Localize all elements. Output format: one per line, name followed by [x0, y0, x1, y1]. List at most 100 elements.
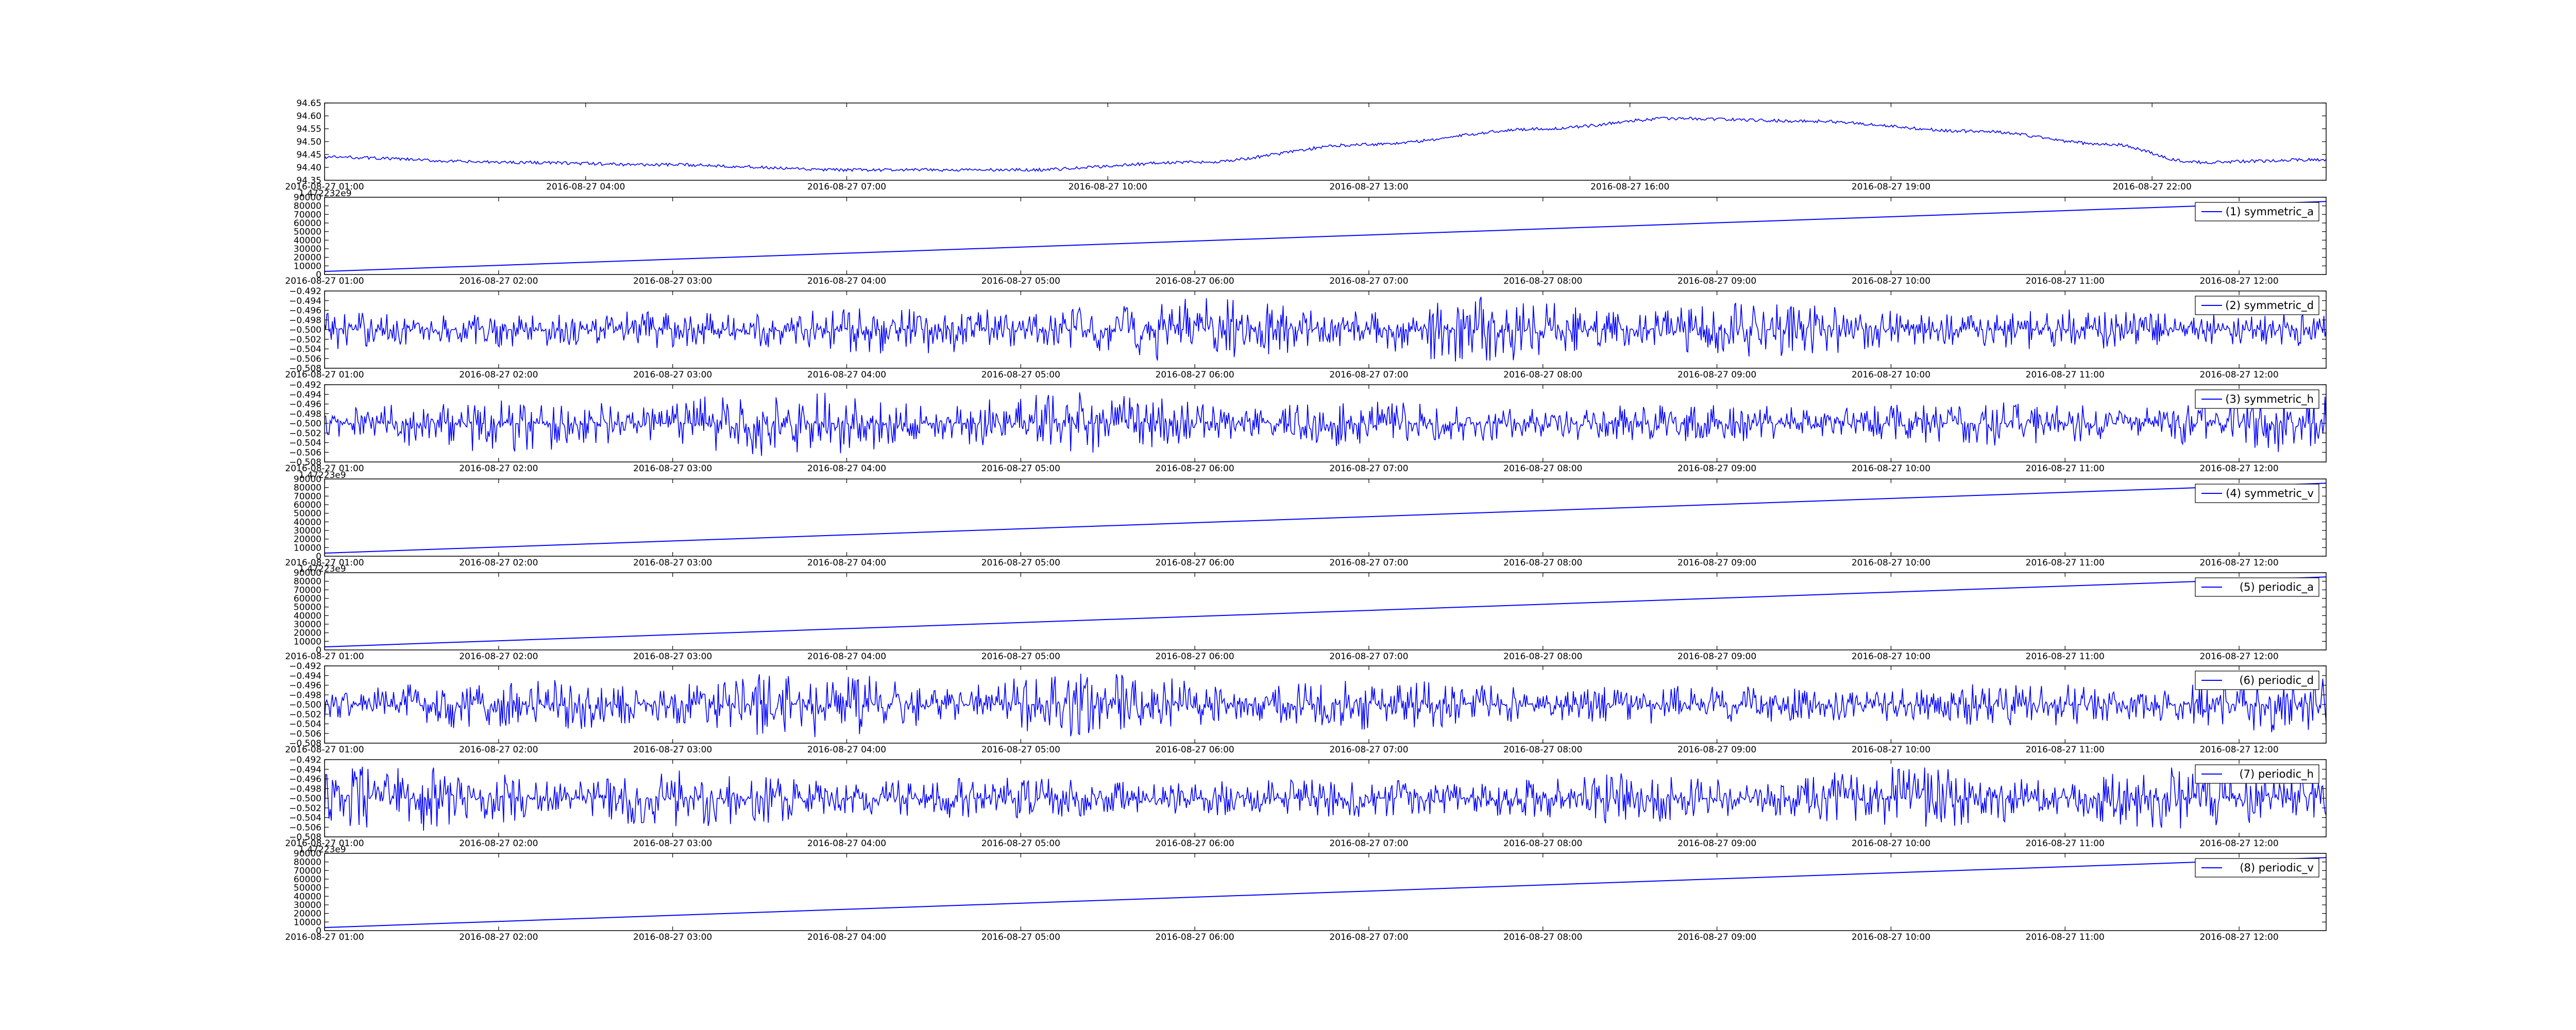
y-tick-label: −0.494	[289, 390, 321, 400]
axes-frame	[324, 197, 2327, 275]
y-tick-label: 80000	[294, 201, 321, 212]
subplot-2: 0100002000030000400005000060000700008000…	[285, 188, 2327, 286]
x-tick-label: 2016-08-27 11:00	[2026, 464, 2105, 474]
axes-frame	[324, 384, 2327, 462]
y-tick-label: −0.498	[289, 315, 321, 325]
x-tick-label: 2016-08-27 01:00	[285, 932, 364, 942]
x-tick-label: 2016-08-27 11:00	[2026, 651, 2105, 662]
x-tick-label: 2016-08-27 10:00	[1852, 745, 1930, 755]
x-tick-label: 2016-08-27 02:00	[459, 464, 538, 474]
y-tick-label: 30000	[294, 244, 321, 254]
y-offset-text: 1.47223e9	[299, 564, 346, 574]
x-tick-label: 2016-08-27 12:00	[2199, 464, 2278, 474]
x-tick-label: 2016-08-27 02:00	[459, 932, 538, 942]
x-tick-label: 2016-08-27 04:00	[807, 558, 886, 568]
y-tick-label: −0.504	[289, 719, 321, 730]
y-tick-label: 10000	[294, 261, 321, 271]
subplot-1: 94.35 94.40 94.45 94.50 94.55 94.60 94.65 2016-…	[285, 98, 2327, 192]
x-tick-label: 2016-08-27 03:00	[633, 838, 712, 849]
x-tick-label: 2016-08-27 11:00	[2026, 745, 2105, 755]
x-tick-label: 2016-08-27 09:00	[1677, 276, 1756, 286]
x-tick-label: 2016-08-27 04:00	[807, 651, 886, 662]
x-tick-label: 2016-08-27 13:00	[1329, 182, 1408, 192]
x-tick-label: 2016-08-27 05:00	[981, 276, 1060, 286]
x-tick-label: 2016-08-27 10:00	[1852, 558, 1930, 568]
x-tick-label: 2016-08-27 01:00	[285, 464, 364, 474]
x-tick-label: 2016-08-27 12:00	[2199, 838, 2278, 849]
axes-frame	[324, 478, 2327, 557]
x-tick-label: 2016-08-27 10:00	[1852, 651, 1930, 662]
x-tick-label: 2016-08-27 09:00	[1677, 558, 1756, 568]
x-tick-label: 2016-08-27 05:00	[981, 464, 1060, 474]
x-tick-label: 2016-08-27 09:00	[1677, 838, 1756, 849]
y-tick-label: −0.504	[289, 438, 321, 449]
y-tick-label: 94.50	[296, 137, 321, 147]
x-tick-label: 2016-08-27 06:00	[1156, 651, 1234, 662]
y-tick-label: −0.496	[289, 681, 321, 691]
y-tick-label: 70000	[294, 866, 321, 876]
y-offset-text: 1.472232e9	[299, 188, 351, 199]
y-tick-label: 60000	[294, 500, 321, 510]
x-tick-label: 2016-08-27 01:00	[285, 745, 364, 755]
y-tick-label: −0.496	[289, 306, 321, 316]
x-tick-label: 2016-08-27 01:00	[285, 276, 364, 286]
x-tick-label: 2016-08-27 06:00	[1156, 932, 1234, 942]
subplot-3: −0.508−0.506−0.504−0.502−0.500−0.498−0.4…	[285, 286, 2327, 380]
y-tick-label: 40000	[294, 235, 321, 246]
x-tick-label: 2016-08-27 04:00	[807, 932, 886, 942]
x-tick-label: 2016-08-27 05:00	[981, 651, 1060, 662]
y-tick-label: 90000	[294, 568, 321, 578]
legend-label: (3) symmetric_h	[2225, 393, 2314, 406]
x-tick-label: 2016-08-27 11:00	[2026, 838, 2105, 849]
y-tick-label: 50000	[294, 603, 321, 613]
x-tick-label: 2016-08-27 08:00	[1503, 276, 1582, 286]
y-tick-label: −0.500	[289, 794, 321, 804]
x-tick-label: 2016-08-27 03:00	[633, 558, 712, 568]
x-tick-label: 2016-08-27 10:00	[1852, 464, 1930, 474]
subplot-9: 0100002000030000400005000060000700008000…	[285, 845, 2327, 942]
y-tick-label: 40000	[294, 891, 321, 902]
y-tick-label: −0.502	[289, 803, 321, 814]
x-tick-label: 2016-08-27 04:00	[546, 182, 625, 192]
x-tick-label: 2016-08-27 11:00	[2026, 276, 2105, 286]
y-tick-label: 94.40	[296, 163, 321, 173]
x-tick-label: 2016-08-27 04:00	[807, 276, 886, 286]
y-tick-label: −0.498	[289, 409, 321, 419]
x-tick-label: 2016-08-27 01:00	[285, 370, 364, 380]
x-tick-label: 2016-08-27 12:00	[2199, 276, 2278, 286]
x-tick-label: 2016-08-27 02:00	[459, 745, 538, 755]
x-tick-label: 2016-08-27 03:00	[633, 745, 712, 755]
y-tick-label: 70000	[294, 210, 321, 220]
y-tick-label: 94.65	[296, 98, 321, 109]
subplot-4: −0.508−0.506−0.504−0.502−0.500−0.498−0.4…	[285, 380, 2327, 474]
x-tick-label: 2016-08-27 11:00	[2026, 370, 2105, 380]
x-tick-label: 2016-08-27 02:00	[459, 370, 538, 380]
y-tick-label: 10000	[294, 917, 321, 928]
x-tick-label: 2016-08-27 08:00	[1503, 838, 1582, 849]
x-tick-label: 2016-08-27 08:00	[1503, 932, 1582, 942]
x-tick-label: 2016-08-27 07:00	[1329, 464, 1408, 474]
y-tick-label: −0.502	[289, 710, 321, 720]
series-line-6	[325, 576, 2326, 647]
x-tick-label: 2016-08-27 06:00	[1156, 745, 1234, 755]
y-tick-label: 30000	[294, 900, 321, 911]
y-tick-label: −0.504	[289, 345, 321, 355]
x-tick-label: 2016-08-27 07:00	[1329, 838, 1408, 849]
x-tick-label: 2016-08-27 08:00	[1503, 370, 1582, 380]
x-tick-label: 2016-08-27 02:00	[459, 558, 538, 568]
y-tick-label: −0.508	[289, 457, 321, 468]
x-tick-label: 2016-08-27 03:00	[633, 932, 712, 942]
y-tick-label: −0.504	[289, 813, 321, 823]
series-line-8	[325, 766, 2326, 831]
y-tick-label: 80000	[294, 483, 321, 493]
x-tick-label: 2016-08-27 09:00	[1677, 932, 1756, 942]
x-tick-label: 2016-08-27 03:00	[633, 651, 712, 662]
y-tick-label: −0.498	[289, 690, 321, 700]
y-tick-label: 40000	[294, 611, 321, 621]
series-line-1	[325, 116, 2326, 172]
x-tick-label: 2016-08-27 01:00	[285, 651, 364, 662]
x-tick-label: 2016-08-27 06:00	[1156, 370, 1234, 380]
x-tick-label: 2016-08-27 01:00	[285, 838, 364, 849]
x-tick-label: 2016-08-27 08:00	[1503, 745, 1582, 755]
y-tick-label: 90000	[294, 849, 321, 859]
